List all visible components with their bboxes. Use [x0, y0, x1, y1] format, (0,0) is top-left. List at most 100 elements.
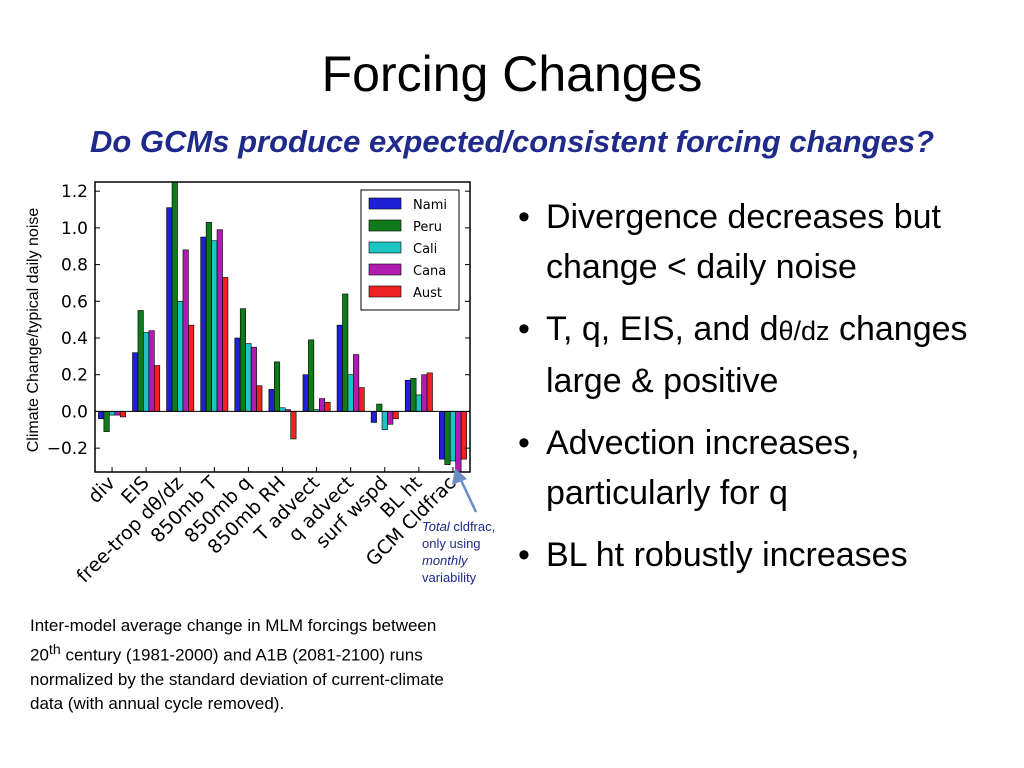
bar-aust: [324, 401, 331, 412]
bullet-bl-ht: • BL ht robustly increases: [516, 530, 1016, 580]
bar-nami: [98, 411, 105, 420]
bar-aust: [392, 411, 399, 420]
bar-cali: [109, 411, 116, 416]
bullet-text-post: changes large & positive: [546, 310, 968, 400]
y-tick-label: 1.2: [61, 182, 88, 202]
bar-aust: [290, 411, 297, 440]
legend-swatch: [368, 219, 402, 232]
bar-cana: [421, 374, 428, 412]
y-tick-label: 0.8: [61, 256, 88, 276]
bullet-dot: •: [518, 310, 530, 348]
note-only-using: only using: [422, 536, 481, 551]
bar-cali: [415, 394, 422, 412]
legend-label: Cana: [413, 264, 446, 279]
bar-peru: [274, 361, 281, 412]
bar-cana: [387, 411, 394, 425]
caption-part1: Inter-model average change in MLM forcin…: [30, 616, 437, 665]
legend-label: Aust: [413, 286, 442, 301]
bullet-text: Divergence decreases but change < daily …: [546, 198, 942, 286]
slide-title: Forcing Changes: [321, 46, 703, 102]
bar-nami: [439, 411, 446, 460]
bar-peru: [444, 411, 451, 465]
legend: Nami Peru Cali Cana Aust: [360, 189, 460, 311]
bar-cana: [182, 249, 189, 412]
legend-swatch: [368, 241, 402, 254]
bar-aust: [256, 385, 263, 412]
bar-peru: [342, 293, 349, 412]
y-tick-label: 0.6: [61, 292, 88, 312]
bar-aust: [358, 387, 365, 412]
caption-superscript: th: [48, 642, 61, 658]
y-axis-label: Climate Change/typical daily noise: [25, 208, 42, 453]
bar-peru: [103, 411, 110, 432]
bar-peru: [171, 181, 178, 412]
bar-cana: [353, 354, 360, 412]
bar-nami: [234, 337, 241, 412]
bar-aust: [426, 372, 433, 412]
legend-label: Nami: [413, 198, 447, 213]
bar-cali: [177, 301, 184, 412]
cldfrac-note: Total cldfrac, only using monthly variab…: [422, 518, 522, 586]
bar-nami: [200, 236, 207, 412]
bar-cana: [114, 411, 121, 416]
bullet-advection: • Advection increases, particularly for q: [516, 418, 1016, 518]
x-tick-label: div: [84, 472, 120, 508]
bullet-list: • Divergence decreases but change < daily…: [516, 192, 1016, 592]
legend-swatch: [368, 263, 402, 276]
bar-peru: [308, 339, 315, 412]
bar-cali: [449, 411, 456, 462]
bullet-dot: •: [518, 536, 530, 574]
note-monthly: monthly: [422, 553, 468, 568]
bar-cali: [143, 332, 150, 412]
bar-peru: [376, 403, 383, 412]
caption-part2: century (1981-2000) and A1B (2081-2100) …: [30, 645, 444, 713]
bullet-divergence: • Divergence decreases but change < daily…: [516, 192, 1016, 292]
bar-cana: [250, 346, 257, 412]
annotation-arrow: [458, 477, 478, 513]
bar-aust: [154, 365, 161, 412]
bar-nami: [166, 207, 173, 412]
bar-cali: [347, 374, 354, 412]
legend-swatch: [368, 285, 402, 298]
bullet-theta-symbol: θ/dz: [778, 316, 830, 346]
bullet-text-pre: T, q, EIS, and d: [546, 310, 779, 348]
bullet-text: Advection increases, particularly for q: [546, 424, 860, 512]
slide-subtitle: Do GCMs produce expected/consistent forc…: [89, 124, 935, 159]
y-tick-label: −0.2: [47, 439, 88, 459]
bar-cana: [148, 330, 155, 412]
y-tick-label: 0.0: [61, 402, 88, 422]
bar-cali: [245, 343, 252, 412]
bar-cali: [381, 411, 388, 431]
legend-label: Cali: [413, 242, 437, 257]
bar-aust: [222, 277, 229, 412]
y-tick-label: 1.0: [61, 219, 88, 239]
bar-nami: [370, 411, 377, 423]
bars: [98, 181, 467, 473]
bar-chart: Climate Change/typical daily noise 1.2 1.…: [25, 181, 478, 587]
bar-peru: [137, 310, 144, 412]
y-tick-label: 0.4: [61, 329, 88, 349]
figure-caption: Inter-model average change in MLM forcin…: [30, 614, 470, 716]
y-tick-label: 0.2: [61, 366, 88, 386]
bar-cali: [279, 407, 286, 412]
note-total: Total: [422, 519, 450, 534]
bar-aust: [119, 411, 126, 418]
bar-cana: [319, 398, 326, 412]
bar-peru: [205, 222, 212, 412]
bullet-text: BL ht robustly increases: [546, 536, 908, 574]
bar-aust: [460, 411, 467, 460]
annotation-arrowhead: [452, 468, 467, 485]
bar-nami: [268, 389, 275, 412]
legend-label: Peru: [413, 220, 442, 235]
bar-nami: [336, 324, 343, 412]
bar-cali: [211, 240, 218, 412]
bar-cana: [216, 229, 223, 412]
bar-nami: [302, 374, 309, 412]
bar-nami: [404, 379, 411, 412]
note-variability: variability: [422, 570, 477, 585]
bar-cana: [455, 411, 462, 473]
bullet-dot: •: [518, 198, 530, 236]
bar-nami: [132, 352, 139, 412]
bullet-dot: •: [518, 424, 530, 462]
